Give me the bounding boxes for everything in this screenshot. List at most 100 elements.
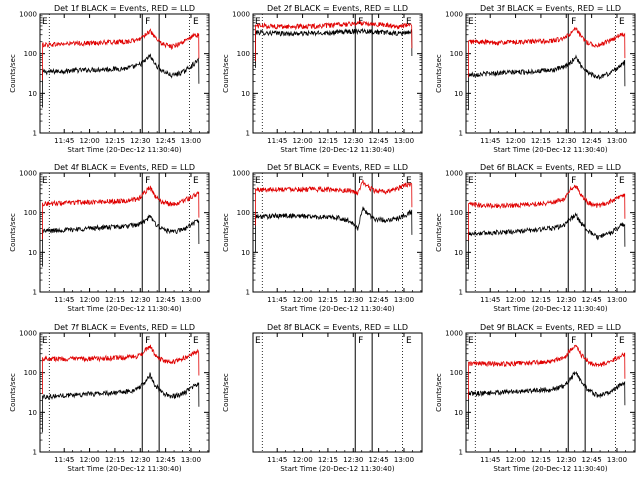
panel-title: Det 5f BLACK = Events, RED = LLD [267,163,408,172]
x-tick-label: 13:00 [181,456,201,464]
panel-title: Det 1f BLACK = Events, RED = LLD [54,4,195,13]
y-axis-label: Counts/sec [222,213,230,252]
y-tick-label: 1000 [19,170,37,178]
plot-frame [252,332,423,453]
x-tick-label: 12:00 [505,137,525,145]
x-tick-label: 12:30 [343,456,363,464]
x-tick-label: 11:45 [480,137,500,145]
x-tick-label: 11:45 [54,296,74,304]
x-tick-label: 11:45 [480,456,500,464]
y-tick-label: 1 [33,449,37,457]
x-axis-label: Start Time (20-Dec-12 11:30:40) [280,305,394,313]
plot-frame [465,13,636,134]
x-tick-label: 13:00 [607,456,627,464]
marker-e: E [619,17,625,27]
series-lld-line [42,28,200,81]
x-tick-label: 12:00 [292,296,312,304]
y-axis-label: Counts/sec [435,54,443,93]
series-events-line [255,206,413,253]
x-tick-label: 12:30 [130,456,150,464]
x-tick-label: 12:45 [156,137,176,145]
marker-e: E [468,17,474,27]
x-tick-label: 12:45 [369,296,389,304]
x-tick-label: 13:00 [394,137,414,145]
panel-4: Det 4f BLACK = Events, RED = LLD 1 10 100 10… [9,163,210,313]
x-tick-label: 11:45 [54,456,74,464]
x-tick-label: 12:45 [156,296,176,304]
x-tick-label: 12:15 [318,456,338,464]
marker-e: E [42,176,48,186]
x-tick-label: 12:15 [531,137,551,145]
series-events-line [42,372,200,433]
marker-e: E [42,17,48,27]
y-axis-label: Counts/sec [435,373,443,412]
series-lld-line [468,344,626,400]
x-axis-label: Start Time (20-Dec-12 11:30:40) [280,146,394,154]
y-tick-label: 100 [450,50,463,58]
y-tick-label: 1 [459,449,463,457]
panel-title: Det 8f BLACK = Events, RED = LLD [267,323,408,332]
marker-f: F [145,17,150,27]
x-tick-label: 13:00 [607,137,627,145]
marker-e: E [468,336,474,346]
series-events-line [468,212,626,270]
x-axis-label: Start Time (20-Dec-12 11:30:40) [67,146,181,154]
x-tick-label: 12:30 [556,456,576,464]
y-tick-label: 10 [28,409,37,417]
y-tick-label: 1 [246,289,250,297]
x-tick-label: 13:00 [181,137,201,145]
panel-1: Det 1f BLACK = Events, RED = LLD 1 10 100 10… [9,4,210,154]
y-tick-label: 10 [454,90,463,98]
x-axis-label: Start Time (20-Dec-12 11:30:40) [493,146,607,154]
plot-frame [39,172,210,293]
marker-e: E [406,17,412,27]
panel-5: Det 5f BLACK = Events, RED = LLD 1 10 100 10… [222,163,423,313]
y-tick-label: 1 [33,289,37,297]
series-events-line [468,54,626,111]
x-tick-label: 12:15 [105,137,125,145]
y-tick-label: 10 [454,249,463,257]
y-tick-label: 1000 [445,170,463,178]
series-lld-line [255,20,413,62]
marker-f: F [358,336,363,346]
y-tick-label: 1 [459,130,463,138]
plot-frame [252,13,423,134]
x-tick-label: 12:00 [505,296,525,304]
panel-8: Det 8f BLACK = Events, RED = LLD 11:45 12:… [222,323,423,473]
marker-e: E [193,17,199,27]
panel-9: Det 9f BLACK = Events, RED = LLD 1 10 100 10… [435,323,636,473]
series-lld-line [468,26,626,78]
series-events-line [42,53,200,108]
x-tick-label: 12:15 [318,296,338,304]
x-axis-label: Start Time (20-Dec-12 11:30:40) [67,305,181,313]
x-tick-label: 13:00 [607,296,627,304]
y-tick-label: 100 [24,50,37,58]
panel-3: Det 3f BLACK = Events, RED = LLD 1 10 100 10… [435,4,636,154]
x-tick-label: 12:45 [582,296,602,304]
y-axis-label: Counts/sec [9,213,17,252]
y-axis-label: Counts/sec [222,54,230,93]
y-tick-label: 100 [237,209,250,217]
panel-title: Det 4f BLACK = Events, RED = LLD [54,163,195,172]
x-tick-label: 13:00 [181,296,201,304]
y-tick-label: 1000 [445,11,463,19]
x-axis-label: Start Time (20-Dec-12 11:30:40) [280,465,394,473]
y-tick-label: 100 [237,50,250,58]
panel-title: Det 6f BLACK = Events, RED = LLD [480,163,621,172]
y-tick-label: 100 [450,369,463,377]
series-events-line [255,27,413,68]
panel-title: Det 9f BLACK = Events, RED = LLD [480,323,621,332]
y-tick-label: 10 [454,409,463,417]
x-tick-label: 11:45 [267,456,287,464]
x-tick-label: 13:00 [394,456,414,464]
marker-f: F [145,176,150,186]
marker-e: E [255,336,261,346]
x-tick-label: 12:30 [556,296,576,304]
marker-f: F [571,176,576,186]
x-tick-label: 12:45 [369,137,389,145]
y-tick-label: 10 [241,249,250,257]
panel-6: Det 6f BLACK = Events, RED = LLD 1 10 100 10… [435,163,636,313]
panel-title: Det 2f BLACK = Events, RED = LLD [267,4,408,13]
series-lld-line [42,185,200,240]
